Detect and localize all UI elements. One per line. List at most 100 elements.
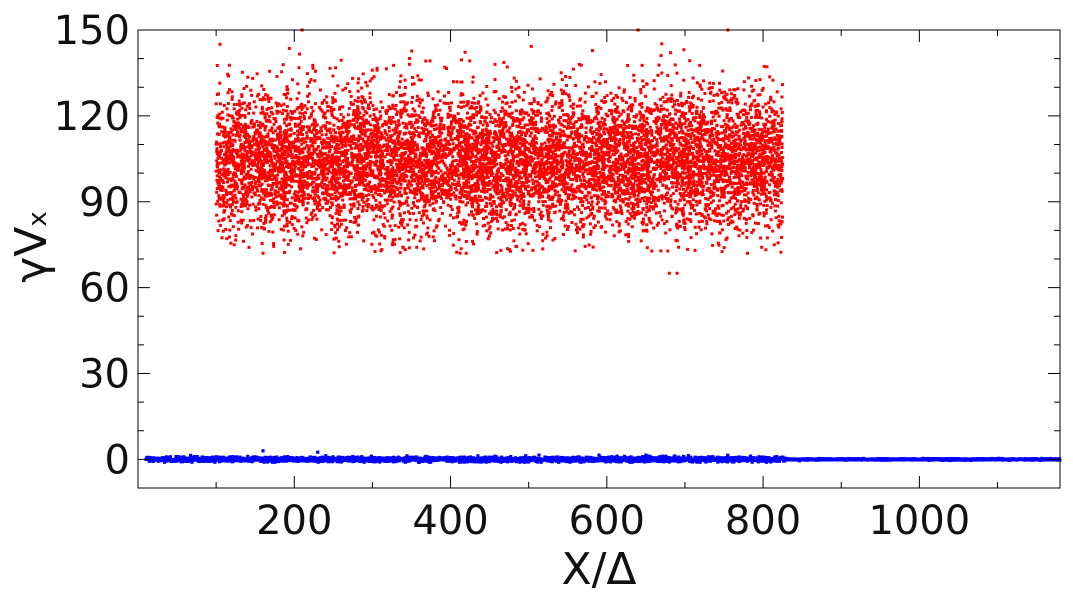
data-point <box>391 455 395 459</box>
data-point <box>266 97 270 101</box>
data-point <box>752 456 756 460</box>
data-point <box>513 175 517 179</box>
data-point <box>544 236 548 240</box>
data-point <box>557 460 561 464</box>
data-point <box>272 206 276 209</box>
data-point <box>897 457 901 461</box>
data-point <box>224 457 228 461</box>
data-point <box>387 126 391 129</box>
data-point <box>594 458 598 462</box>
data-point <box>878 457 882 461</box>
data-point <box>551 238 555 242</box>
data-point <box>626 171 630 175</box>
data-point <box>486 221 490 225</box>
data-point <box>541 459 545 463</box>
data-point <box>513 182 517 185</box>
data-point <box>368 459 372 463</box>
data-point <box>476 459 480 463</box>
data-point <box>160 458 164 462</box>
data-point <box>721 69 725 73</box>
data-point <box>741 113 745 117</box>
data-point <box>938 457 942 461</box>
data-point <box>311 457 315 461</box>
data-point <box>230 456 234 460</box>
data-point <box>419 218 423 221</box>
data-point <box>582 175 586 179</box>
data-point <box>362 125 366 128</box>
data-point <box>767 147 771 151</box>
data-point <box>656 457 660 461</box>
data-point <box>487 459 491 463</box>
data-point <box>492 459 496 463</box>
data-point <box>218 460 222 464</box>
data-point <box>645 455 649 459</box>
data-point <box>162 460 167 464</box>
data-point <box>697 220 701 224</box>
data-point <box>230 114 234 118</box>
data-point <box>544 181 548 185</box>
data-point <box>339 456 343 460</box>
data-point <box>589 455 593 460</box>
data-point <box>854 458 858 462</box>
data-point <box>689 128 693 131</box>
data-point <box>241 130 245 134</box>
data-point <box>543 200 547 204</box>
data-point <box>388 458 392 462</box>
data-point <box>527 457 531 461</box>
data-point <box>515 458 520 462</box>
data-point <box>566 121 570 125</box>
data-point <box>147 455 151 459</box>
data-point <box>379 171 383 175</box>
data-point <box>403 460 407 464</box>
data-point <box>218 457 223 461</box>
data-point <box>825 457 829 461</box>
data-point <box>533 459 537 463</box>
data-point <box>249 183 253 187</box>
data-point <box>152 458 156 462</box>
data-point <box>262 147 266 151</box>
data-point <box>664 197 668 200</box>
data-point <box>449 122 453 126</box>
data-point <box>416 458 420 462</box>
data-point <box>1019 457 1023 462</box>
data-point <box>500 118 504 122</box>
data-point <box>589 119 593 122</box>
data-point <box>390 184 394 188</box>
data-point <box>622 189 626 193</box>
data-point <box>406 458 410 462</box>
data-point <box>300 456 304 460</box>
data-point <box>584 457 588 461</box>
data-point <box>652 226 656 230</box>
data-point <box>572 457 577 461</box>
data-point <box>341 458 345 462</box>
data-point <box>258 126 262 130</box>
data-point <box>699 455 703 459</box>
data-point <box>245 224 249 227</box>
data-point <box>722 119 726 123</box>
data-point <box>656 459 660 463</box>
data-point <box>695 149 699 153</box>
data-point <box>768 458 772 462</box>
data-point <box>510 457 514 461</box>
data-point <box>404 169 408 173</box>
data-point <box>678 173 682 176</box>
data-point <box>594 91 598 95</box>
data-point <box>448 457 452 461</box>
data-point <box>360 456 364 460</box>
data-point <box>429 460 433 464</box>
data-point <box>476 151 480 155</box>
data-point <box>700 134 704 138</box>
data-point <box>257 92 261 96</box>
data-point <box>485 171 489 175</box>
data-point <box>509 172 512 176</box>
data-point <box>490 159 494 163</box>
data-point <box>553 236 557 240</box>
data-point <box>376 458 380 462</box>
data-point <box>453 459 457 463</box>
data-point <box>702 138 706 142</box>
data-point <box>226 102 230 105</box>
data-point <box>955 457 959 461</box>
data-point <box>513 459 517 463</box>
data-point <box>234 459 238 463</box>
data-point <box>868 458 872 462</box>
